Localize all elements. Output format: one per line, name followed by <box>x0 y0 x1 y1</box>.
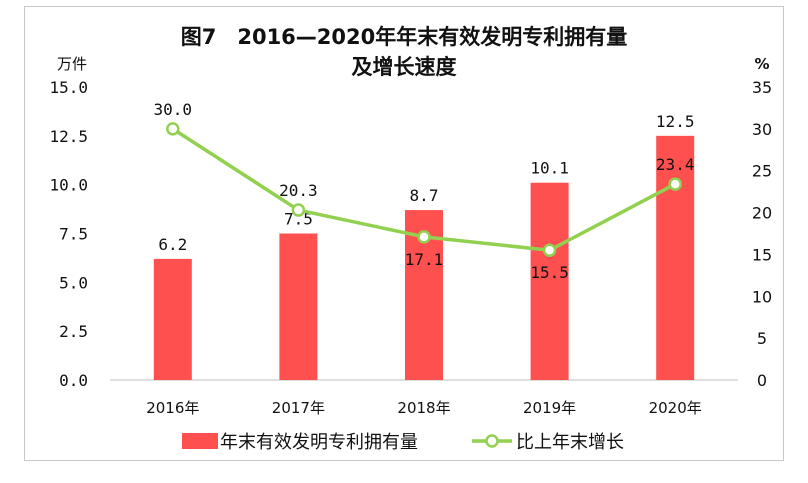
chart-title-line2: 及增长速度 <box>351 55 457 79</box>
y-right-tick-label: 10 <box>752 287 772 306</box>
bar-data-label: 6.2 <box>158 235 187 254</box>
bar-data-label: 10.1 <box>530 159 569 178</box>
y-left-tick-label: 7.5 <box>59 225 88 244</box>
y-left-tick-label: 15.0 <box>49 78 88 97</box>
y-left-unit: 万件 <box>57 55 87 73</box>
x-tick-label: 2016年 <box>146 399 199 417</box>
legend-line-label: 比上年末增长 <box>516 432 624 453</box>
growth-point <box>291 203 306 217</box>
y-right-tick-label: 25 <box>752 162 772 181</box>
x-tick-label: 2020年 <box>649 399 702 417</box>
bar-data-label: 7.5 <box>284 210 313 229</box>
growth-point <box>417 230 431 244</box>
y-left-tick-label: 2.5 <box>59 322 88 341</box>
y-right-tick-label: 35 <box>752 78 772 97</box>
growth-point <box>166 122 180 136</box>
y-right-tick-label: 0 <box>757 371 767 390</box>
legend-bar-swatch <box>182 433 218 449</box>
y-right-tick-label: 5 <box>757 329 767 348</box>
x-tick-label: 2017年 <box>272 399 325 417</box>
y-right-tick-label: 20 <box>752 204 772 223</box>
y-left-tick-label: 5.0 <box>59 273 88 292</box>
y-right-tick-label: 30 <box>752 120 772 139</box>
line-data-label: 20.3 <box>279 181 318 200</box>
line-data-label: 17.1 <box>405 250 444 269</box>
line-data-label: 15.5 <box>530 263 569 282</box>
line-data-label: 23.4 <box>656 155 695 174</box>
line-data-label: 30.0 <box>154 100 193 119</box>
growth-point <box>668 177 682 191</box>
legend-bar-label: 年末有效发明专利拥有量 <box>220 432 418 453</box>
bar <box>530 182 569 380</box>
bar <box>153 258 192 380</box>
y-left-tick-label: 10.0 <box>49 176 88 195</box>
chart-title-line1: 图7 2016—2020年年末有效发明专利拥有量 <box>180 25 628 49</box>
legend-line-marker <box>485 434 499 448</box>
x-tick-label: 2018年 <box>397 399 450 417</box>
y-left-tick-label: 0.0 <box>59 371 88 390</box>
x-tick-label: 2019年 <box>523 399 576 417</box>
bar-data-label: 12.5 <box>656 112 695 131</box>
growth-point <box>542 243 557 257</box>
y-right-tick-label: 15 <box>752 245 772 264</box>
y-left-tick-label: 12.5 <box>49 127 88 146</box>
bar <box>279 233 318 380</box>
bar-data-label: 8.7 <box>410 186 439 205</box>
y-right-unit: % <box>754 55 769 73</box>
bar <box>656 135 695 380</box>
